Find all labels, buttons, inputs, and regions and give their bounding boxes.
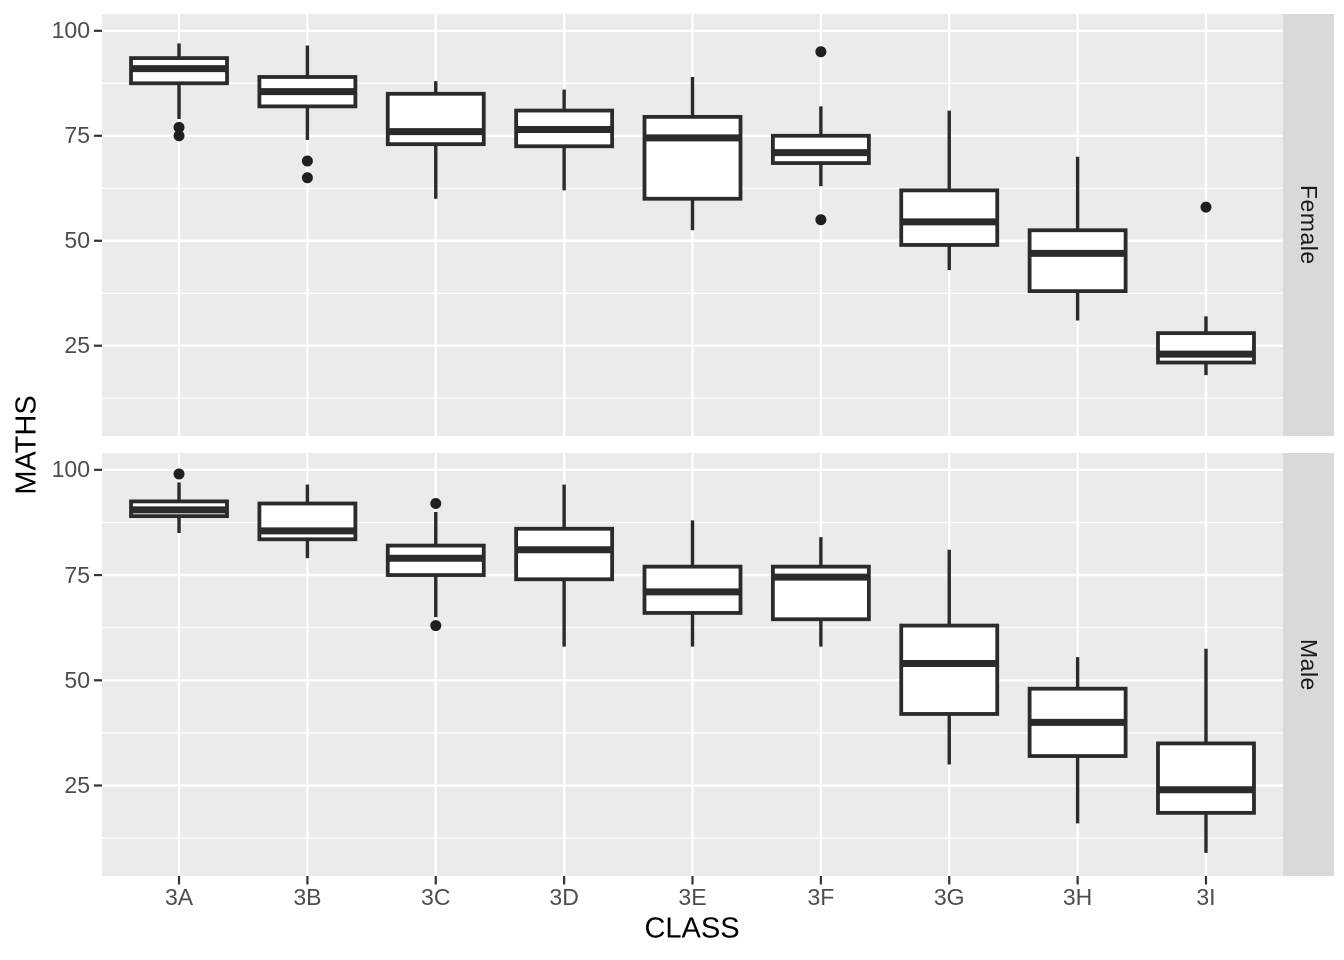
boxplot-3A-male-outlier bbox=[173, 468, 185, 480]
facet-strip-female: Female bbox=[1283, 14, 1334, 436]
y-tick-label: 25 bbox=[64, 332, 90, 359]
x-tick-label: 3I bbox=[1196, 884, 1216, 910]
boxplot-3D-male-box bbox=[514, 526, 615, 582]
boxplot-3I-male-box bbox=[1156, 741, 1256, 815]
boxplot-3I-female-outlier bbox=[1200, 201, 1212, 213]
boxplot-3I-female-box bbox=[1156, 331, 1256, 365]
boxplot-3C-male-outlier bbox=[430, 620, 442, 632]
x-tick-label: 3H bbox=[1062, 884, 1093, 910]
facet-strip-male: Male bbox=[1283, 453, 1334, 876]
boxplot-3A-female-outlier bbox=[173, 121, 185, 133]
boxplot-3B-female-outlier bbox=[301, 155, 313, 167]
x-tick-label: 3F bbox=[807, 884, 835, 910]
x-tick-label: 3E bbox=[678, 884, 707, 910]
x-tick-label: 3B bbox=[293, 884, 322, 910]
y-tick-label: 25 bbox=[64, 772, 90, 798]
boxplot-3H-female-box bbox=[1027, 228, 1128, 294]
boxplot-3F-female-outlier bbox=[815, 46, 827, 58]
y-tick-label: 50 bbox=[64, 227, 90, 254]
y-tick-label: 100 bbox=[51, 456, 90, 483]
boxplot-3B-female-outlier bbox=[301, 172, 313, 184]
x-tick-label: 3C bbox=[421, 884, 451, 910]
x-tick-label: 3A bbox=[164, 884, 194, 910]
facet-strip-female-label: Female bbox=[1296, 185, 1322, 265]
x-axis-title: CLASS bbox=[644, 912, 740, 945]
boxplot-3C-male-outlier bbox=[430, 498, 442, 510]
y-tick-label: 75 bbox=[64, 122, 90, 149]
y-tick-label: 50 bbox=[64, 666, 90, 693]
y-tick-label: 100 bbox=[51, 17, 90, 44]
boxplot-3A-female-outlier bbox=[173, 130, 185, 142]
boxplot-3E-female-box bbox=[642, 114, 743, 201]
facet-strip-male-label: Male bbox=[1296, 638, 1322, 691]
x-tick-label: 3D bbox=[549, 884, 579, 910]
boxplot-3F-female-outlier bbox=[815, 214, 827, 226]
y-tick-label: 75 bbox=[64, 561, 90, 588]
x-tick-label: 3G bbox=[933, 884, 965, 910]
boxplot-3C-female-box bbox=[385, 91, 486, 147]
boxplot-3G-male-box bbox=[899, 623, 1000, 716]
boxplot-3G-female-box bbox=[899, 188, 1000, 247]
